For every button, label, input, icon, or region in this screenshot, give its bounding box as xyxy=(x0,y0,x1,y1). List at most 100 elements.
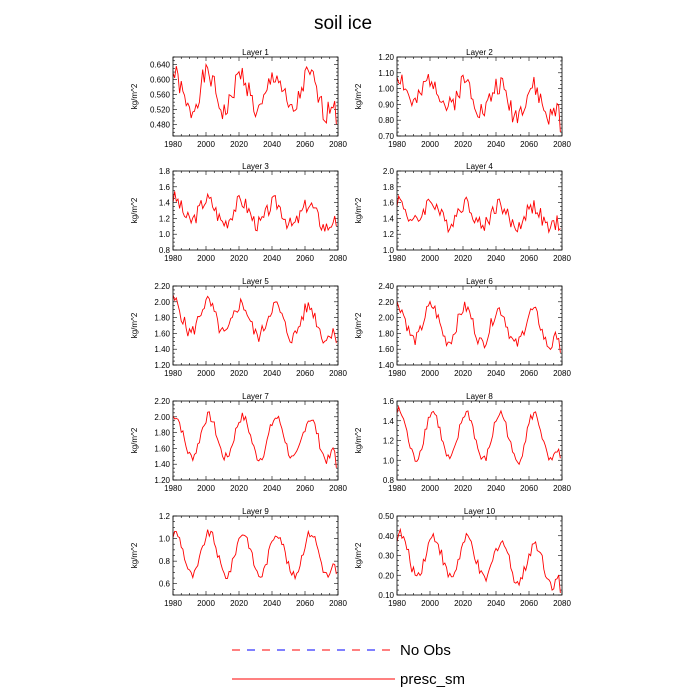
x-tick-label: 2040 xyxy=(487,254,505,263)
y-tick-label: 0.480 xyxy=(150,121,171,130)
y-tick-label: 1.60 xyxy=(154,444,170,453)
series-line-presc_sm xyxy=(397,194,561,234)
y-tick-label: 1.8 xyxy=(383,183,395,192)
y-tick-label: 1.40 xyxy=(378,361,394,370)
x-tick-label: 2000 xyxy=(421,140,439,149)
x-tick-label: 2060 xyxy=(520,484,538,493)
plot-frame xyxy=(172,170,339,251)
x-tick-label: 2040 xyxy=(263,254,281,263)
x-tick-label: 2060 xyxy=(296,140,314,149)
x-tick-label: 2040 xyxy=(263,369,281,378)
y-tick-label: 0.520 xyxy=(150,106,171,115)
y-tick-label: 0.8 xyxy=(159,557,171,566)
x-tick-label: 2080 xyxy=(553,369,571,378)
x-tick-label: 2060 xyxy=(520,599,538,608)
y-axis-label: kg/m^2 xyxy=(354,83,363,109)
x-tick-label: 2000 xyxy=(197,140,215,149)
x-tick-label: 2080 xyxy=(553,599,571,608)
y-tick-label: 1.0 xyxy=(383,456,395,465)
plot-frame xyxy=(396,285,563,366)
x-tick-label: 1980 xyxy=(164,254,182,263)
y-axis-label: kg/m^2 xyxy=(130,83,139,109)
y-tick-label: 2.00 xyxy=(378,314,394,323)
x-tick-label: 2040 xyxy=(263,140,281,149)
x-tick-label: 1980 xyxy=(164,484,182,493)
y-tick-label: 1.20 xyxy=(154,361,170,370)
x-tick-label: 2000 xyxy=(197,599,215,608)
plot-frame xyxy=(172,400,339,481)
x-tick-label: 2060 xyxy=(520,140,538,149)
x-tick-label: 2000 xyxy=(197,484,215,493)
plot-frame xyxy=(396,400,563,481)
y-tick-label: 1.8 xyxy=(159,167,171,176)
y-tick-label: 0.8 xyxy=(383,476,395,485)
y-axis-label: kg/m^2 xyxy=(130,427,139,453)
x-tick-label: 1980 xyxy=(388,254,406,263)
panel-layer-1: Layer 1 kg/m^2 1980 2000 2020 2040 2060 2080 0.4… xyxy=(130,48,347,149)
x-tick-label: 2000 xyxy=(197,254,215,263)
y-tick-label: 0.40 xyxy=(378,532,394,541)
x-tick-label: 2020 xyxy=(454,369,472,378)
y-tick-label: 0.10 xyxy=(378,591,394,600)
x-tick-label: 2020 xyxy=(230,140,248,149)
y-tick-label: 1.4 xyxy=(383,214,395,223)
x-tick-label: 1980 xyxy=(388,599,406,608)
x-tick-label: 2040 xyxy=(263,484,281,493)
panel-title: Layer 1 xyxy=(242,48,269,57)
y-tick-label: 0.70 xyxy=(378,132,394,141)
y-tick-label: 1.4 xyxy=(383,417,395,426)
series-line-presc_sm xyxy=(173,63,337,125)
y-tick-label: 1.60 xyxy=(378,345,394,354)
x-tick-label: 2000 xyxy=(197,369,215,378)
plot-frame xyxy=(396,170,563,251)
series-line-presc_sm xyxy=(397,405,561,466)
y-tick-label: 2.0 xyxy=(383,167,395,176)
y-tick-label: 2.20 xyxy=(378,298,394,307)
y-tick-label: 0.8 xyxy=(159,246,171,255)
y-axis-label: kg/m^2 xyxy=(130,312,139,338)
x-tick-label: 2020 xyxy=(230,484,248,493)
y-tick-label: 0.6 xyxy=(159,580,171,589)
panel-title: Layer 5 xyxy=(242,277,269,286)
x-tick-label: 1980 xyxy=(164,369,182,378)
y-axis-label: kg/m^2 xyxy=(354,542,363,568)
y-tick-label: 1.80 xyxy=(154,314,170,323)
y-tick-label: 1.2 xyxy=(159,214,171,223)
panel-layer-3: Layer 3 kg/m^2 1980 2000 2020 2040 2060 2080 0.8… xyxy=(130,162,347,263)
panel-layer-9: Layer 9 kg/m^2 1980 2000 2020 2040 2060 2080 0.6… xyxy=(130,507,347,608)
y-tick-label: 2.00 xyxy=(154,298,170,307)
y-tick-label: 0.90 xyxy=(378,100,394,109)
x-tick-label: 2000 xyxy=(421,484,439,493)
panel-title: Layer 9 xyxy=(242,507,269,516)
y-tick-label: 2.00 xyxy=(154,413,170,422)
series-line-presc_sm xyxy=(173,191,337,232)
x-tick-label: 2080 xyxy=(553,254,571,263)
x-tick-label: 2040 xyxy=(263,599,281,608)
figure-title: soil ice xyxy=(314,13,372,34)
panel-title: Layer 7 xyxy=(242,392,269,401)
y-tick-label: 0.560 xyxy=(150,91,171,100)
y-tick-label: 1.10 xyxy=(378,69,394,78)
x-tick-label: 2080 xyxy=(329,369,347,378)
x-tick-label: 2080 xyxy=(553,140,571,149)
y-axis-label: kg/m^2 xyxy=(354,197,363,223)
series-line-presc_sm xyxy=(173,529,337,581)
y-axis-label: kg/m^2 xyxy=(354,312,363,338)
series-line-presc_sm xyxy=(397,300,561,353)
legend-no-obs-label: No Obs xyxy=(400,642,451,659)
x-tick-label: 2000 xyxy=(421,599,439,608)
series-line-presc_sm xyxy=(173,411,337,468)
panel-layer-2: Layer 2 kg/m^2 1980 2000 2020 2040 2060 2080 0.7… xyxy=(354,48,571,149)
y-tick-label: 1.40 xyxy=(154,460,170,469)
y-tick-label: 1.0 xyxy=(159,230,171,239)
y-tick-label: 1.60 xyxy=(154,329,170,338)
y-tick-label: 1.80 xyxy=(378,329,394,338)
y-axis-label: kg/m^2 xyxy=(130,542,139,568)
panel-layer-4: Layer 4 kg/m^2 1980 2000 2020 2040 2060 2080 1.0… xyxy=(354,162,571,263)
panel-title: Layer 3 xyxy=(242,162,269,171)
panel-title: Layer 10 xyxy=(464,507,496,516)
y-tick-label: 2.20 xyxy=(154,282,170,291)
x-tick-label: 2080 xyxy=(329,599,347,608)
x-tick-label: 2020 xyxy=(454,484,472,493)
